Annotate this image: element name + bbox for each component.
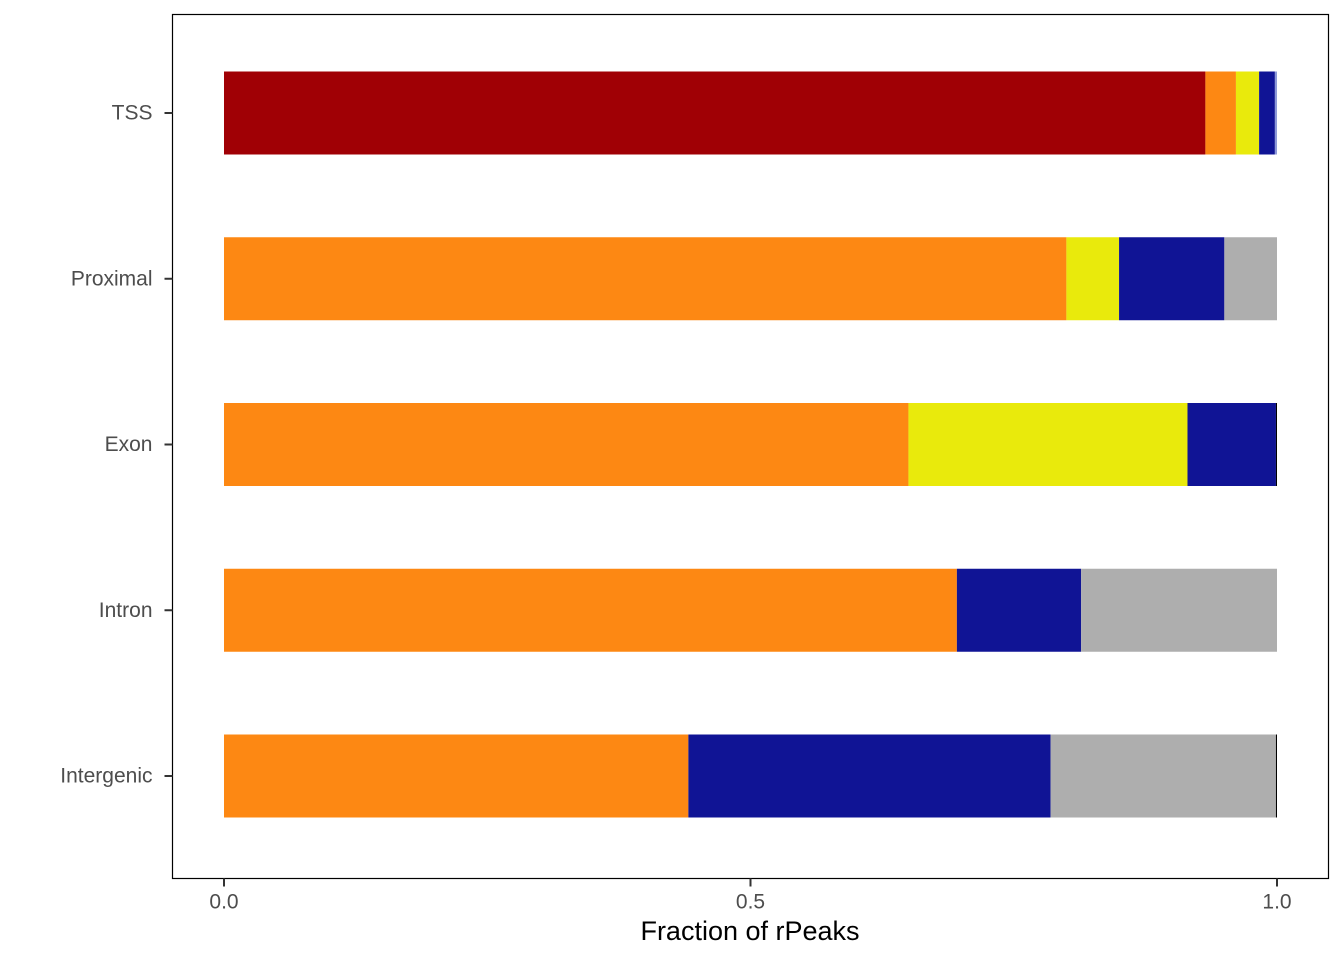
x-tick-label: 0.0	[209, 891, 238, 914]
bars-layer	[224, 71, 1277, 818]
bar-segment-tss-1	[224, 71, 1206, 155]
y-axis: TSS Proximal Exon Intron Intergenic	[60, 102, 173, 788]
bar-segment-proximal-4	[1119, 237, 1225, 321]
y-tick-label-intergenic: Intergenic	[60, 765, 152, 788]
bar-segment-proximal-6	[1224, 237, 1277, 321]
x-axis-title: Fraction of rPeaks	[640, 916, 859, 946]
y-tick-label-intron: Intron	[99, 599, 153, 622]
x-tick-label: 0.5	[736, 891, 765, 914]
y-tick-label-exon: Exon	[105, 433, 153, 456]
bar-segment-intergenic-2	[224, 734, 689, 818]
bar-segment-proximal-2	[224, 237, 1067, 321]
bar-segment-proximal-3	[1066, 237, 1120, 321]
bar-segment-tss-2	[1205, 71, 1236, 155]
bar-segment-tss-5	[1274, 71, 1277, 155]
bar-segment-exon-4	[1187, 403, 1276, 486]
bar-segment-intergenic-7	[1275, 734, 1277, 818]
x-tick-label: 1.0	[1262, 891, 1291, 914]
bar-segment-exon-3	[908, 403, 1188, 486]
bar-segment-intron-6	[1081, 568, 1277, 652]
bar-segment-intergenic-4	[688, 734, 1051, 818]
bar-segment-intron-2	[224, 568, 957, 652]
bar-segment-exon-7	[1275, 403, 1277, 486]
bar-segment-exon-2	[224, 403, 909, 486]
y-tick-label-proximal: Proximal	[71, 267, 153, 290]
bar-segment-tss-3	[1235, 71, 1260, 155]
bar-segment-tss-4	[1259, 71, 1275, 155]
bar-segment-intron-4	[956, 568, 1082, 652]
x-axis: 0.0 0.5 1.0	[209, 878, 1292, 914]
y-tick-label-tss: TSS	[112, 102, 153, 125]
bar-segment-intergenic-6	[1050, 734, 1276, 818]
